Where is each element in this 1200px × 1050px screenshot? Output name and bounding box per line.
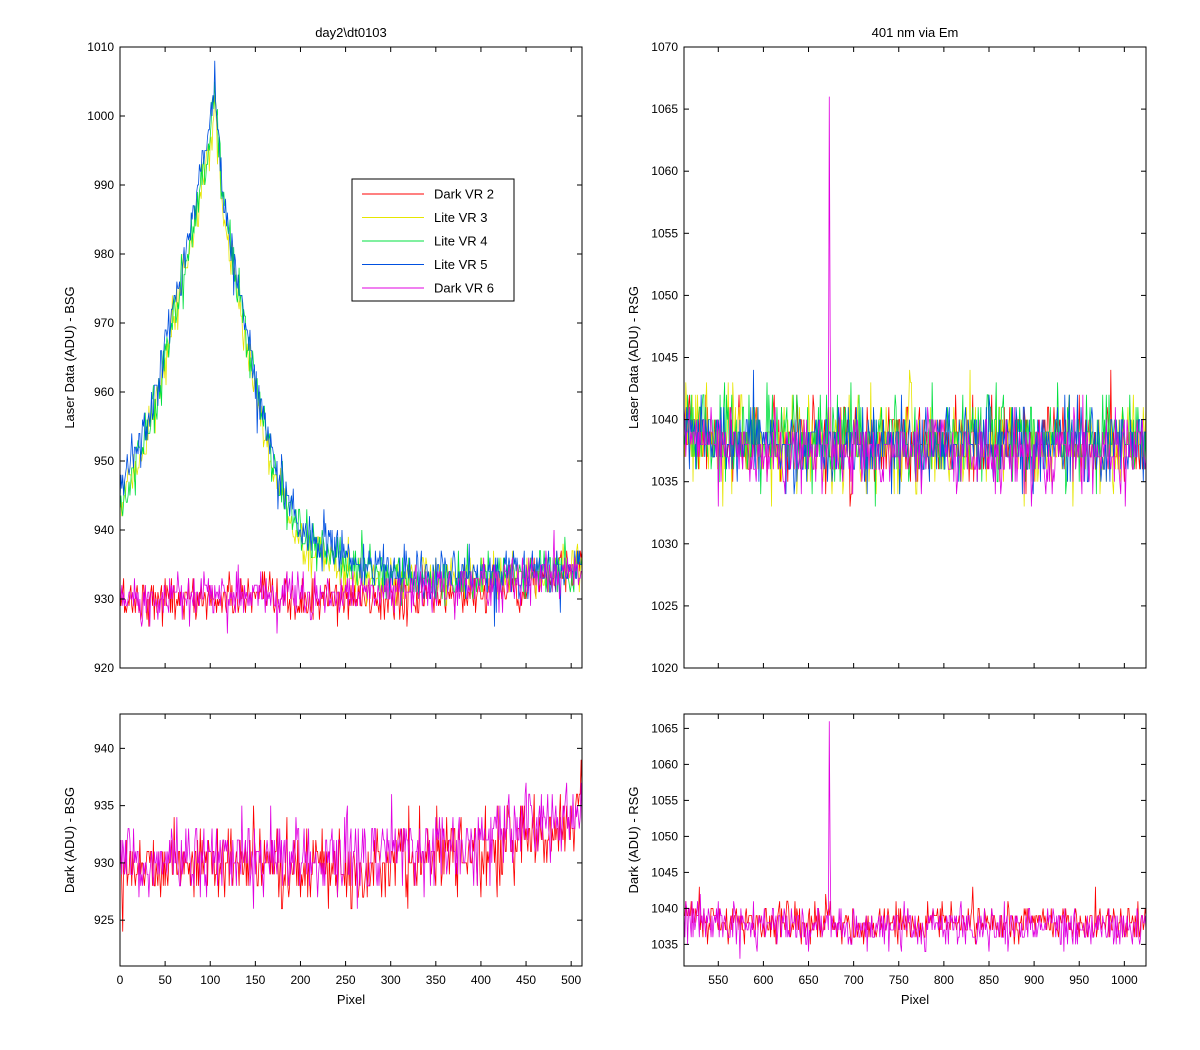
series-line-dark-vr-2 <box>120 759 582 932</box>
y-tick-label: 1065 <box>651 102 678 116</box>
x-tick-label: 800 <box>934 973 954 987</box>
y-tick-label: 990 <box>94 178 114 192</box>
y-tick-label: 1050 <box>651 288 678 302</box>
series-line-dark-vr-6 <box>684 721 1146 959</box>
x-tick-label: 100 <box>200 973 220 987</box>
y-tick-label: 960 <box>94 385 114 399</box>
x-tick-label: 700 <box>844 973 864 987</box>
series-line-dark-vr-6 <box>684 96 1146 507</box>
x-tick-label: 550 <box>708 973 728 987</box>
legend-label: Lite VR 5 <box>434 257 487 272</box>
legend-label: Lite VR 4 <box>434 234 487 249</box>
y-axis-label: Laser Data (ADU) - RSG <box>626 286 641 429</box>
legend: Dark VR 2 Lite VR 3 Lite VR 4 Lite VR 5 Dark… <box>351 178 515 302</box>
y-tick-label: 970 <box>94 316 114 330</box>
x-tick-label: 900 <box>1024 973 1044 987</box>
chart-top-left: 920 930 940 950 960 970 980 990 1000 1010 day2\dt0… <box>62 25 583 675</box>
chart-title: 401 nm via Em <box>872 25 959 40</box>
y-tick-label: 1010 <box>87 40 114 54</box>
y-tick-label: 940 <box>94 523 114 537</box>
plot-area <box>120 47 582 668</box>
y-tick-label: 1065 <box>651 721 678 735</box>
y-tick-label: 1030 <box>651 537 678 551</box>
y-tick-label: 950 <box>94 454 114 468</box>
x-tick-label: 500 <box>561 973 581 987</box>
x-tick-label: 600 <box>753 973 773 987</box>
y-tick-label: 1025 <box>651 599 678 613</box>
x-tick-label: 350 <box>426 973 446 987</box>
y-tick-label: 930 <box>94 856 114 870</box>
y-tick-label: 940 <box>94 741 114 755</box>
x-tick-label: 200 <box>290 973 310 987</box>
y-tick-label: 1000 <box>87 109 114 123</box>
legend-box <box>351 178 515 302</box>
plot-frame <box>119 46 583 669</box>
y-tick-label: 1045 <box>651 351 678 365</box>
series-line-lite-vr-4 <box>120 81 582 606</box>
series-line-dark-vr-2 <box>120 550 582 627</box>
y-tick-label: 930 <box>94 592 114 606</box>
y-tick-label: 1055 <box>651 793 678 807</box>
x-tick-label: 400 <box>471 973 491 987</box>
y-tick-label: 1060 <box>651 164 678 178</box>
y-axis-label: Dark (ADU) - RSG <box>626 787 641 894</box>
series-line-dark-vr-6 <box>120 782 582 909</box>
y-tick-label: 1040 <box>651 413 678 427</box>
legend-label: Dark VR 2 <box>434 187 494 202</box>
y-tick-label: 1020 <box>651 661 678 675</box>
x-tick-label: 1000 <box>1111 973 1138 987</box>
series-line-lite-vr-5 <box>120 60 582 627</box>
x-tick-label: 850 <box>979 973 999 987</box>
y-axis-label: Laser Data (ADU) - BSG <box>62 286 77 428</box>
x-axis-label: Pixel <box>337 992 365 1007</box>
y-tick-label: 1060 <box>651 757 678 771</box>
plot-frame <box>119 713 583 967</box>
y-tick-label: 1070 <box>651 40 678 54</box>
y-tick-label: 1040 <box>651 901 678 915</box>
y-tick-label: 980 <box>94 247 114 261</box>
x-tick-label: 750 <box>889 973 909 987</box>
x-tick-label: 0 <box>117 973 124 987</box>
y-axis-label: Dark (ADU) - BSG <box>62 787 77 893</box>
x-tick-label: 650 <box>799 973 819 987</box>
y-tick-label: 1055 <box>651 226 678 240</box>
x-tick-label: 950 <box>1069 973 1089 987</box>
x-tick-label: 450 <box>516 973 536 987</box>
plot-frame <box>683 713 1147 967</box>
y-tick-label: 1045 <box>651 865 678 879</box>
x-tick-label: 50 <box>158 973 172 987</box>
series-line-lite-vr-5 <box>684 369 1146 495</box>
y-tick-label: 1035 <box>651 475 678 489</box>
chart-top-right: 1020 1025 1030 1035 1040 1045 1050 1055 1060 1065… <box>626 25 1147 675</box>
y-tick-label: 1035 <box>651 937 678 951</box>
legend-label: Dark VR 6 <box>434 281 494 296</box>
y-tick-label: 925 <box>94 913 114 927</box>
chart-bottom-right: 550 600 650 700 750 800 850 900 950 1000 1035 1040 1… <box>626 713 1147 1007</box>
series-line-dark-vr-6 <box>120 529 582 634</box>
x-tick-label: 250 <box>336 973 356 987</box>
y-tick-label: 1050 <box>651 829 678 843</box>
y-tick-label: 935 <box>94 799 114 813</box>
legend-label: Lite VR 3 <box>434 210 487 225</box>
chart-bottom-left: 0 50 100 150 200 250 300 350 400 450 500 925 930 935 9… <box>62 713 583 1007</box>
plot-area <box>684 47 1146 668</box>
x-tick-label: 150 <box>245 973 265 987</box>
y-tick-label: 920 <box>94 661 114 675</box>
chart-title: day2\dt0103 <box>315 25 387 40</box>
x-axis-label: Pixel <box>901 992 929 1007</box>
x-tick-label: 300 <box>381 973 401 987</box>
